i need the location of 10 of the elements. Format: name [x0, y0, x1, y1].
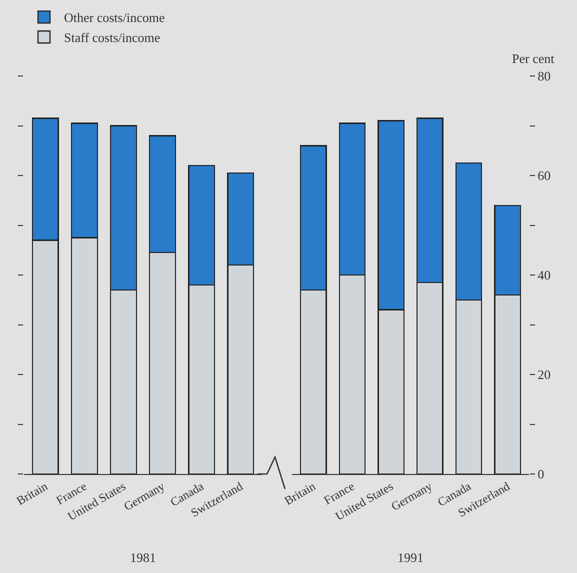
y-tick-label: 40	[538, 268, 551, 283]
y-tick-label: 80	[538, 68, 551, 84]
y-tick-label: 20	[538, 367, 551, 382]
legend-label: Other costs/income	[64, 10, 165, 26]
y-tick-label: 0	[538, 466, 544, 482]
y-axis-title: Per cent	[512, 51, 555, 66]
y-tick-label: 60	[538, 168, 551, 184]
x-axis-title: 1991	[398, 550, 424, 565]
x-axis-title: 1981	[130, 550, 156, 565]
legend-label: Staff costs/income	[64, 30, 160, 46]
